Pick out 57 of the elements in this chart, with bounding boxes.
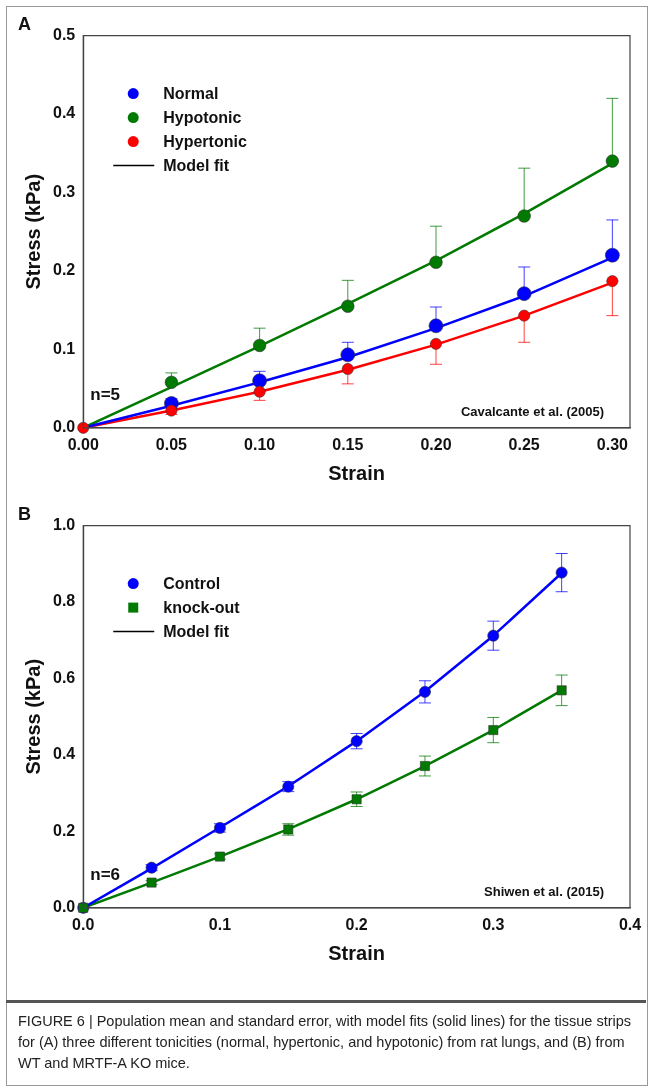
y-tick-label: 0.0 [52,898,76,916]
point [253,338,267,353]
y-tick-label: 0.2 [52,821,76,839]
point [555,566,568,579]
y-tick-label: 0.6 [52,668,76,686]
y-tick-label: 0.4 [52,745,76,763]
y-tick-label: 0.1 [52,339,76,357]
point [516,286,532,301]
point [488,725,499,735]
x-tick-label: 0.3 [482,915,505,933]
legend-label: Hypertonic [163,133,247,151]
point [517,209,531,223]
x-tick-label: 0.0 [72,915,95,933]
legend-label: Control [163,575,221,593]
point [428,318,444,334]
point [429,255,443,269]
x-tick-label: 0.1 [208,915,232,933]
y-tick-label: 0.4 [52,104,76,122]
point [518,309,531,322]
legend-label: knock-out [163,599,241,617]
annotation: Shiwen et al. (2015) [484,883,604,899]
point [341,299,355,313]
x-tick-label: 0.05 [155,435,188,453]
chart-title: B [18,503,31,524]
x-tick-label: 0.15 [332,435,364,453]
x-tick-label: 0.25 [508,435,540,453]
annotation: n=5 [90,384,121,404]
x-tick-label: 0.20 [420,435,452,453]
x-tick-label: 0.30 [596,435,629,453]
point [487,629,500,642]
y-tick-label: 0.8 [52,592,76,610]
caption: FIGURE 6 | Population mean and standard error, with model fits (solid lines) for the tissue strips for (A) three different tonicities (normal, hypertonic, and hypotonic) from rat lungs, and (B) from WT and MRTF-A KO mice. [6,1000,646,1080]
annotation: n=6 [90,864,121,884]
legend-label: Normal [163,85,219,103]
legend-label: Model fit [163,157,230,175]
point [605,247,620,263]
annotation: Cavalcante et al. (2005) [460,403,604,419]
x-tick-label: 0.10 [244,435,276,453]
x-tick-label: 0.2 [345,915,368,933]
point [77,421,90,434]
y-tick-label: 0.2 [52,261,76,279]
y-tick-label: 0.5 [52,26,76,44]
legend-label: Model fit [163,623,230,641]
x-tick-label: 0.00 [67,435,99,453]
x-axis-title: Strain [328,461,385,484]
y-tick-label: 0.3 [52,182,76,200]
y-tick-label: 0.0 [52,418,76,436]
point [253,385,266,398]
chart-title: A [18,13,31,34]
y-axis-title: Stress (kPa) [21,658,44,775]
x-axis-title: Strain [328,941,385,964]
legend-label: Hypotonic [163,109,242,127]
x-tick-label: 0.4 [618,915,642,933]
point [556,685,567,696]
point [164,375,179,389]
y-tick-label: 1.0 [52,516,76,534]
y-axis-title: Stress (kPa) [21,173,44,290]
